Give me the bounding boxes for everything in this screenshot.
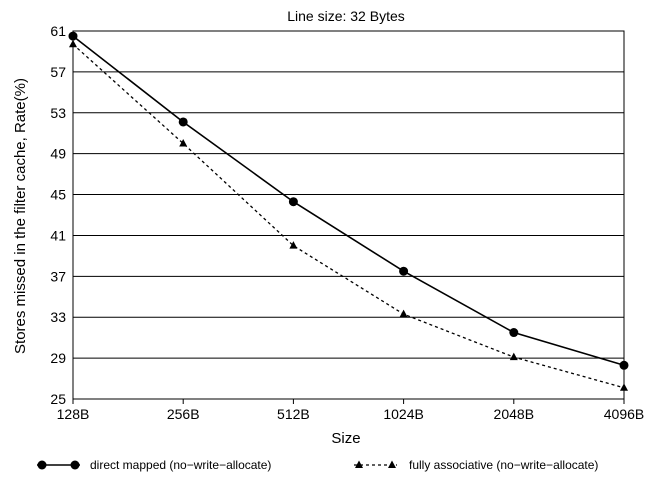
y-axis: 25 29 33 37 41 45 49 53 57 61 — [50, 23, 66, 407]
x-tick-label: 256B — [167, 406, 200, 422]
y-tick-label: 41 — [50, 227, 66, 243]
direct-mapped-point — [619, 360, 629, 370]
direct-mapped-point — [509, 328, 519, 338]
y-tick-label: 33 — [50, 309, 66, 325]
y-axis-label: Stores missed in the filter cache, Rate(… — [12, 78, 29, 354]
fully-associative-point — [69, 39, 77, 48]
fully-associative-point — [509, 352, 518, 361]
y-tick-label: 53 — [50, 105, 66, 121]
fully-associative-point — [399, 309, 408, 318]
series-lines — [72, 35, 625, 389]
chart-title: Line size: 32 Bytes — [287, 8, 405, 24]
y-tick-label: 57 — [50, 64, 66, 80]
direct-mapped-point — [68, 31, 78, 41]
y-tick-label: 37 — [50, 268, 66, 284]
fully-associative-point — [289, 241, 298, 249]
y-tick-label: 45 — [50, 187, 66, 203]
direct-mapped-point — [288, 197, 298, 207]
y-tick-label: 61 — [50, 23, 66, 39]
x-axis: 128B 256B 512B 1024B 2048B 4096B — [57, 399, 644, 422]
x-axis-label: Size — [331, 430, 360, 447]
legend: direct mapped (no−write−allocate) fully a… — [37, 458, 598, 472]
x-tick-label: 512B — [277, 406, 310, 422]
series-markers — [68, 31, 629, 391]
y-tick-label: 25 — [50, 391, 66, 407]
direct-mapped-legend-marker — [37, 460, 47, 470]
x-tick-label: 4096B — [604, 406, 644, 422]
fully-associative-legend-label: fully associative (no−write−allocate) — [409, 458, 598, 472]
y-tick-label: 49 — [50, 146, 66, 162]
direct-mapped-line — [72, 35, 625, 367]
fully-associative-point — [179, 138, 188, 147]
x-tick-label: 2048B — [494, 406, 534, 422]
direct-mapped-point — [178, 117, 188, 127]
fully-associative-legend-marker — [388, 460, 396, 468]
direct-mapped-point — [399, 266, 409, 276]
fully-associative-point — [620, 383, 628, 391]
direct-mapped-legend-label: direct mapped (no−write−allocate) — [90, 458, 271, 472]
x-tick-label: 128B — [57, 406, 90, 422]
fully-associative-legend-marker — [355, 460, 363, 468]
direct-mapped-legend-marker — [70, 460, 80, 470]
fully-associative-line — [72, 43, 625, 389]
plot-frame — [72, 30, 625, 400]
gridlines — [73, 30, 624, 400]
x-tick-label: 1024B — [383, 406, 423, 422]
y-tick-label: 29 — [50, 350, 66, 366]
